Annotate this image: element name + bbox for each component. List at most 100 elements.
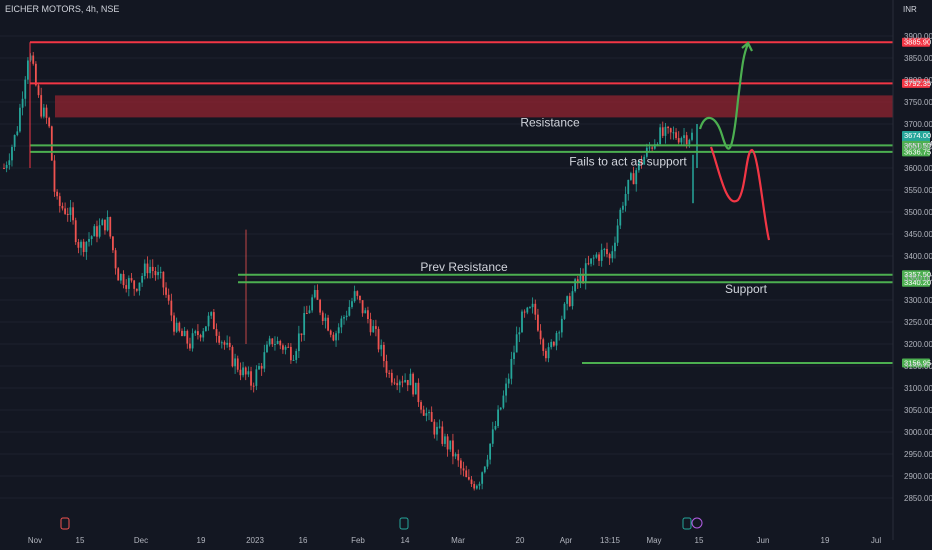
candle-body [680,138,683,143]
candle-body [255,369,258,386]
candle-body [510,358,513,379]
x-tick-label: 13:15 [600,536,621,545]
candle-body [162,271,165,288]
candle-body [475,485,478,489]
candle-body [29,55,32,61]
candle-body [353,291,356,302]
candle-body [531,303,534,308]
candle-body [247,371,250,375]
price-tag-label: 3674.00 [904,131,931,140]
candle-body [627,179,630,194]
candle-body [324,317,327,321]
candle-body [313,289,316,298]
candle-body [449,440,452,450]
earnings-marker [60,517,70,530]
candle-body [465,470,468,478]
candle-body [550,341,553,348]
candles [3,51,698,491]
y-tick-label: 3650.00 [904,142,932,151]
candle-body [420,402,422,410]
candle-body [364,310,367,314]
candle-body [608,254,611,259]
candle-body [592,257,595,259]
candle-body [470,479,473,485]
x-tick-label: 16 [299,536,308,545]
candle-body [614,242,616,252]
candle-body [385,361,388,373]
x-tick-label: Jun [757,536,770,545]
y-tick-label: 2850.00 [904,494,932,503]
currency-label[interactable]: INR [903,5,917,14]
candle-body [552,341,555,346]
candle-body [667,126,669,129]
candle-body [228,342,231,347]
candle-body [486,459,489,467]
candle-body [263,352,266,369]
x-tick-label: 19 [821,536,830,545]
candle-body [683,135,685,139]
candle-body [191,333,194,349]
candle-body [590,258,592,264]
candle-body [135,288,138,291]
candle-body [223,342,226,345]
candle-body [372,326,375,333]
candle-body [138,282,141,291]
candle-body [133,280,136,289]
candle-body [181,330,183,337]
candle-body [258,366,260,370]
candle-body [250,371,252,386]
y-tick-label: 3600.00 [904,164,932,173]
candle-body [143,263,146,277]
x-tick-label: Mar [451,536,465,545]
bearish-projection [709,146,771,241]
y-tick-label: 3100.00 [904,384,932,393]
candle-body [72,207,74,221]
candle-body [74,220,77,243]
y-tick-label: 3150.00 [904,362,932,371]
candle-body [335,333,337,341]
candle-body [300,333,303,335]
candle-body [544,350,547,359]
candle-body [88,239,90,242]
candle-body [56,191,59,197]
candle-body [53,160,56,192]
candle-body [630,173,632,180]
candle-body [154,271,157,276]
candle-body [244,367,247,375]
annotation-label: Prev Resistance [420,260,508,274]
candle-body [292,359,295,361]
candle-body [380,344,383,350]
candle-body [337,327,340,334]
candle-body [672,132,675,134]
dividend-marker [691,517,703,529]
candle-body [32,55,35,64]
y-tick-label: 3300.00 [904,296,932,305]
candle-body [425,413,428,416]
candle-body [685,135,688,145]
y-tick-label: 3250.00 [904,318,932,327]
candle-body [167,294,170,301]
symbol-title: EICHER MOTORS, 4h, NSE [5,4,120,14]
candle-body [45,107,48,118]
candle-body [595,254,598,258]
candle-body [518,332,521,335]
candle-body [367,310,369,320]
candle-body [252,385,255,387]
candle-body [643,156,646,165]
candle-body [369,319,372,333]
price-tag-label: 3885.90 [904,38,931,47]
candle-body [96,226,98,237]
candle-body [311,297,314,311]
candle-body [186,330,189,344]
candle-body [308,310,311,314]
x-tick-label: 15 [76,536,85,545]
bullish-projection [698,43,750,150]
candle-body [382,344,385,362]
level-lines: 3885.903792.353674.0002:59:443651.503636… [29,37,932,368]
candle-body [189,343,191,349]
candle-body [119,273,122,281]
candle-body [112,236,114,251]
candle-body [507,378,510,384]
candle-body [377,328,380,350]
